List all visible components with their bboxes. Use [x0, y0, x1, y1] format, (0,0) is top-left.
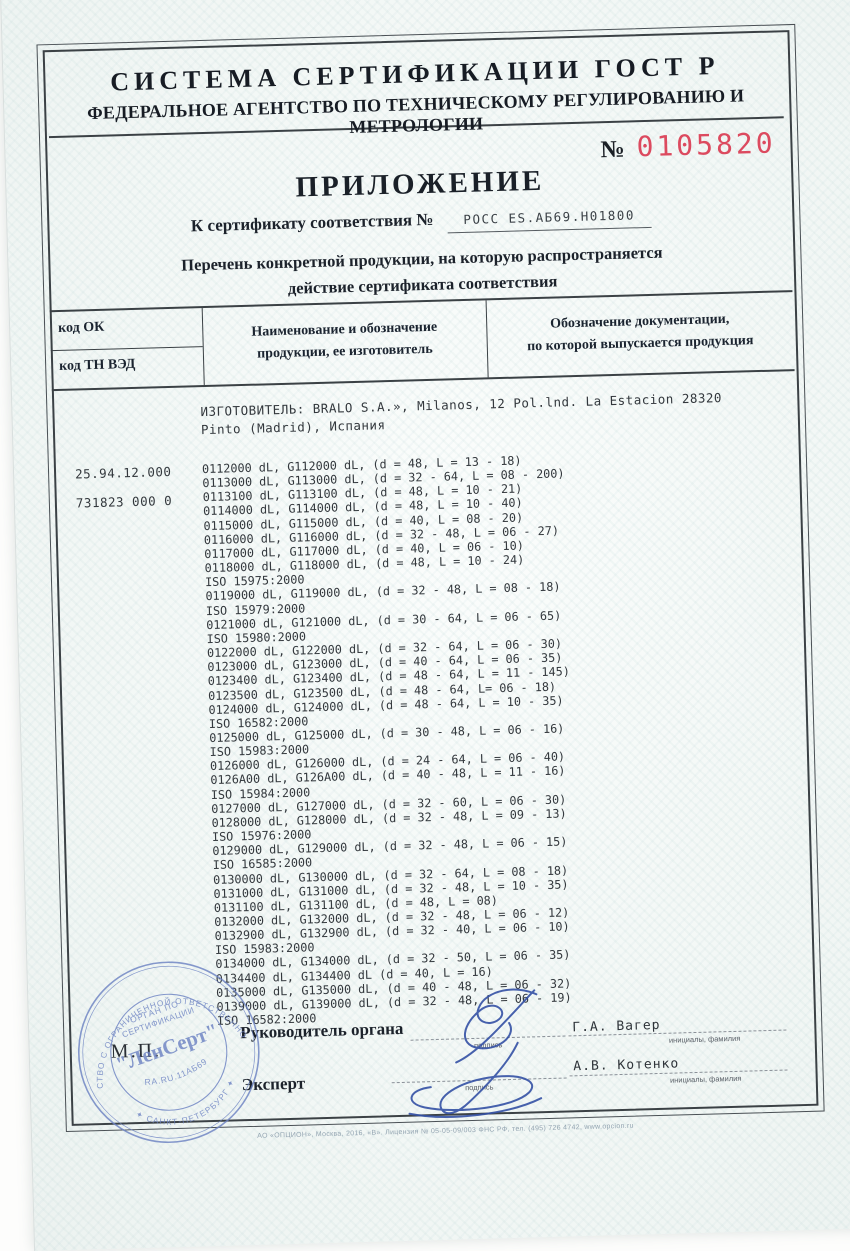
- certification-body-stamp-icon: ОБЩЕСТВО С ОГРАНИЧЕННОЙ ОТВЕТСТВЕННОСТЬЮ…: [66, 950, 260, 1144]
- ok-tnved-divider: [50, 346, 203, 352]
- col-header-documentation: Обозначение документации, по которой вып…: [526, 311, 754, 355]
- col-header-product-name: Наименование и обозначение продукции, ее…: [251, 319, 438, 362]
- product-list: 0112000 dL, G112000 dL, (d = 48, L = 13 …: [201, 453, 572, 1029]
- signature-ink: [408, 988, 543, 1118]
- col-header-tnved-code: код ТН ВЭД: [58, 356, 136, 374]
- ok-code-value: 25.94.12.000: [74, 463, 172, 482]
- number-value: 0105820: [636, 126, 777, 164]
- number-sign: №: [600, 136, 626, 164]
- tnved-code-value: 731823 000 0: [75, 492, 173, 511]
- col-header-ok-code: код ОК: [57, 319, 105, 336]
